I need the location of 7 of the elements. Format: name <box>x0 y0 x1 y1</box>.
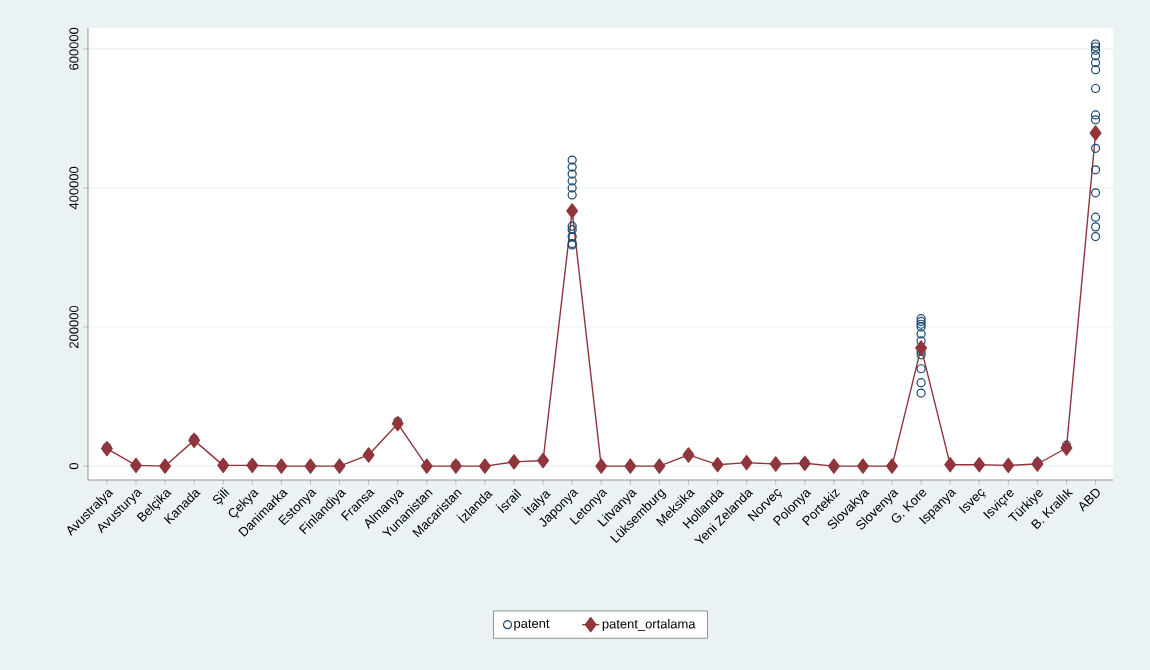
x-tick-label: Şili <box>212 487 230 506</box>
y-tick-label: 200000 <box>69 305 79 348</box>
legend-label: patent <box>514 619 550 631</box>
y-tick-label: 600000 <box>69 27 79 70</box>
y-tick-label: 0 <box>69 462 79 470</box>
legend-label: patent_ortalama <box>602 618 696 632</box>
y-tick-label: 400000 <box>69 166 79 210</box>
